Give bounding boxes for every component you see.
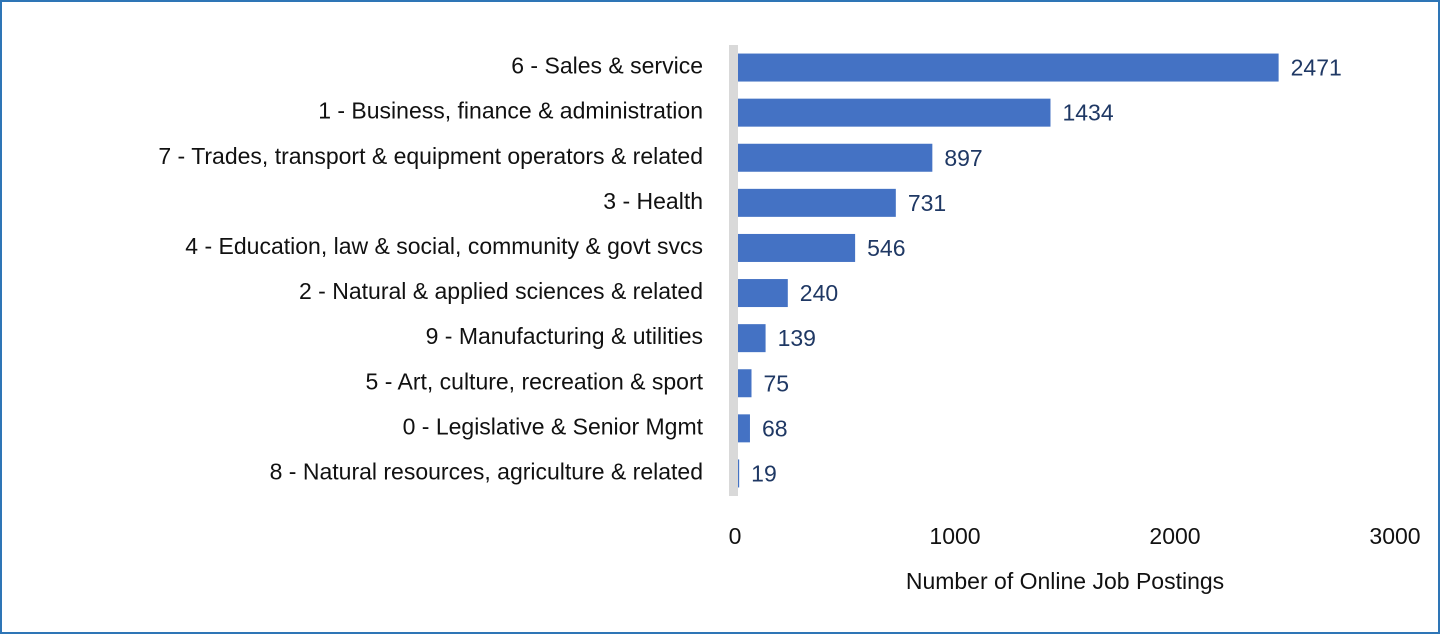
y-tick-label: 7 - Trades, transport & equipment operat… bbox=[158, 143, 703, 169]
bar bbox=[738, 279, 788, 308]
y-axis-line bbox=[729, 45, 738, 496]
x-axis-title: Number of Online Job Postings bbox=[906, 568, 1224, 594]
data-label: 1434 bbox=[1062, 100, 1113, 126]
data-label: 2471 bbox=[1291, 55, 1342, 81]
data-label: 240 bbox=[800, 280, 838, 306]
y-tick-label: 5 - Art, culture, recreation & sport bbox=[366, 368, 704, 394]
y-tick-label: 8 - Natural resources, agriculture & rel… bbox=[270, 459, 703, 485]
data-label: 68 bbox=[762, 415, 788, 441]
data-label: 897 bbox=[944, 145, 982, 171]
y-tick-label: 1 - Business, finance & administration bbox=[318, 98, 703, 124]
bar bbox=[738, 98, 1051, 127]
y-tick-label: 9 - Manufacturing & utilities bbox=[426, 323, 703, 349]
data-label: 19 bbox=[751, 461, 777, 487]
bar bbox=[738, 53, 1279, 82]
x-tick-label: 1000 bbox=[929, 523, 980, 549]
bar bbox=[738, 233, 856, 262]
bar bbox=[738, 369, 752, 398]
x-tick-label: 2000 bbox=[1149, 523, 1200, 549]
data-label: 75 bbox=[764, 370, 790, 396]
y-tick-label: 4 - Education, law & social, community &… bbox=[185, 233, 703, 259]
bar bbox=[738, 324, 766, 353]
data-label: 139 bbox=[778, 325, 816, 351]
y-tick-label: 2 - Natural & applied sciences & related bbox=[299, 278, 703, 304]
bar bbox=[738, 414, 750, 443]
bar bbox=[738, 143, 933, 172]
bar bbox=[738, 188, 896, 217]
bar bbox=[738, 459, 740, 488]
y-tick-label: 3 - Health bbox=[603, 188, 703, 214]
x-tick-label: 0 bbox=[729, 523, 742, 549]
y-tick-label: 6 - Sales & service bbox=[511, 53, 703, 79]
x-tick-label: 3000 bbox=[1369, 523, 1420, 549]
data-label: 731 bbox=[908, 190, 946, 216]
data-label: 546 bbox=[867, 235, 905, 261]
y-tick-label: 0 - Legislative & Senior Mgmt bbox=[403, 413, 704, 439]
